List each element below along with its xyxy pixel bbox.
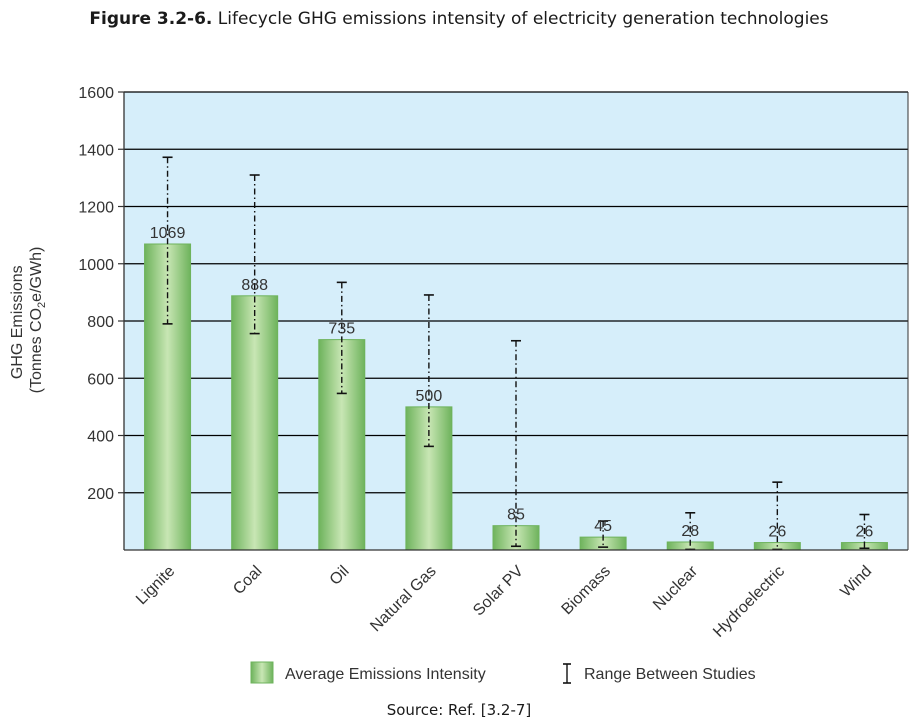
data-label-8: 26 xyxy=(856,524,874,541)
x-tick-label-3: Natural Gas xyxy=(367,563,439,635)
data-label-0: 1069 xyxy=(150,225,186,242)
x-tick-label-4: Solar PV xyxy=(470,563,527,620)
x-tick-label-2: Oil xyxy=(327,563,353,589)
data-label-6: 28 xyxy=(681,523,699,540)
y-tick-label-1400: 1400 xyxy=(78,142,114,159)
y-tick-label-1000: 1000 xyxy=(78,257,114,274)
y-tick-label-800: 800 xyxy=(87,314,114,331)
data-labels: 1069 888 735 500 85 45 28 26 26 xyxy=(150,225,874,541)
y-tick-label-400: 400 xyxy=(87,429,114,446)
data-label-1: 888 xyxy=(241,277,268,294)
bar-natural-gas xyxy=(405,406,453,551)
range-whiskers xyxy=(162,156,870,551)
x-tick-label-1: Coal xyxy=(230,563,265,598)
y-axis-label-line2: (Tonnes CO2e/GWh) xyxy=(28,247,48,394)
x-tick-label-8: Wind xyxy=(837,563,875,601)
data-label-7: 26 xyxy=(768,524,786,541)
x-tick-label-5: Biomass xyxy=(559,563,614,618)
data-label-4: 85 xyxy=(507,507,525,524)
y-tick-label-600: 600 xyxy=(87,371,114,388)
legend-label-range: Range Between Studies xyxy=(584,666,756,683)
figure-caption: Figure 3.2-6. Lifecycle GHG emissions in… xyxy=(0,9,918,29)
x-tick-label-7: Hydroelectric xyxy=(710,563,788,641)
data-label-5: 45 xyxy=(594,518,612,535)
bar-solar-pv xyxy=(492,525,540,551)
figure-number: Figure 3.2-6. xyxy=(89,9,213,29)
y-axis-label-line1: GHG Emissions xyxy=(9,265,26,379)
legend-swatch-average xyxy=(250,661,274,684)
y-tick-label-1200: 1200 xyxy=(78,200,114,217)
legend-label-average: Average Emissions Intensity xyxy=(285,666,486,683)
data-label-2: 735 xyxy=(328,321,355,338)
y-tick-label-1600: 1600 xyxy=(78,85,114,102)
legend: Average Emissions Intensity Range Betwee… xyxy=(250,661,756,684)
bar-lignite xyxy=(144,243,192,551)
y-axis-label: GHG Emissions (Tonnes CO2e/GWh) xyxy=(9,247,48,394)
data-label-3: 500 xyxy=(416,388,443,405)
source-note: Source: Ref. [3.2-7] xyxy=(386,701,532,719)
bar-coal xyxy=(231,295,279,551)
figure-title: Lifecycle GHG emissions intensity of ele… xyxy=(217,9,829,29)
axes xyxy=(123,92,909,551)
bar-oil xyxy=(318,339,366,551)
y-tick-label-200: 200 xyxy=(87,486,114,503)
range-marker-icon xyxy=(563,663,571,684)
x-tick-label-0: Lignite xyxy=(133,563,178,608)
x-tick-label-6: Nuclear xyxy=(650,562,701,613)
